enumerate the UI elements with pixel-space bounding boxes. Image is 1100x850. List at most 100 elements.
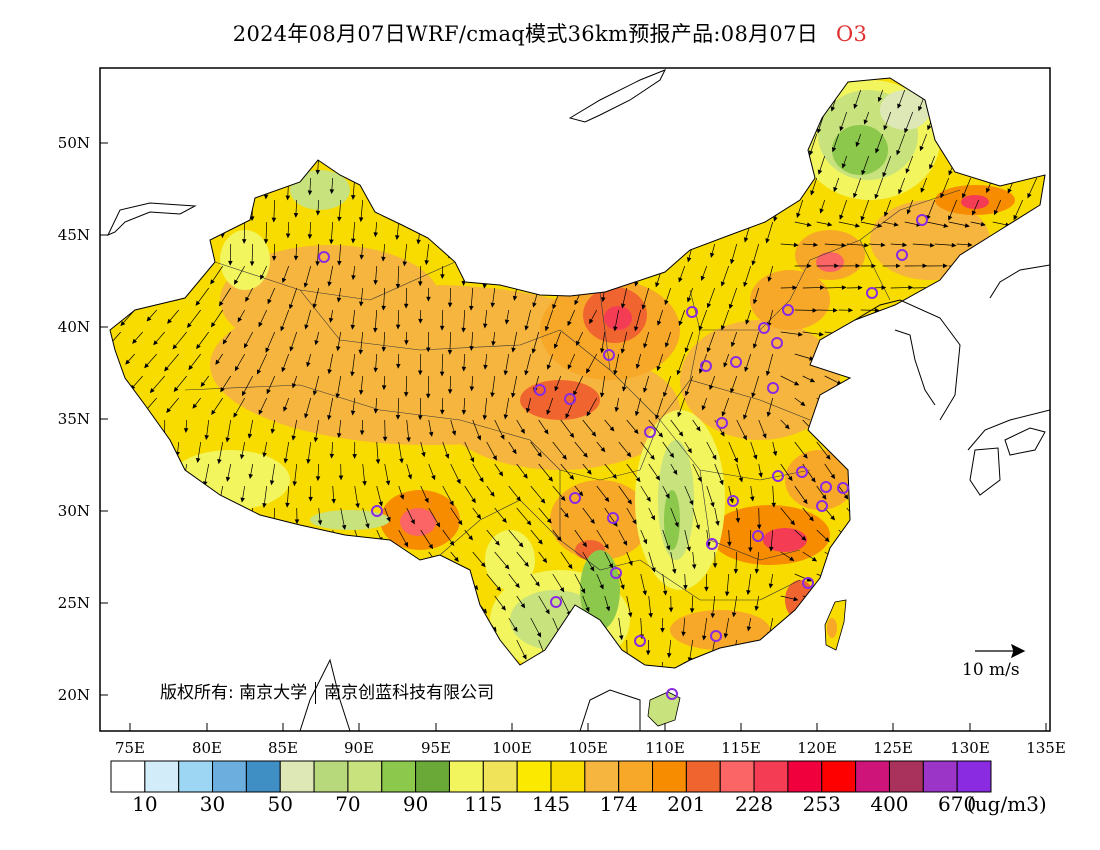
wind-arrow-head [560, 495, 566, 502]
city-marker [820, 481, 832, 493]
wind-arrow-head [746, 626, 752, 632]
city-marker [634, 635, 646, 647]
wind-arrow-head [632, 519, 637, 525]
wind-arrow-head [306, 458, 311, 464]
wind-arrow-head [600, 447, 606, 453]
wind-arrow-head [599, 348, 605, 354]
wind-arrow-head [245, 296, 250, 302]
wind-arrow-head [839, 126, 844, 132]
wind-arrow-head [564, 512, 569, 518]
wind-reference-label: 10 m/s [962, 660, 1020, 680]
wind-arrow-head [733, 457, 738, 463]
wind-arrow-head [373, 280, 378, 286]
wind-arrow-head [793, 596, 799, 602]
wind-arrow-head [350, 371, 355, 377]
city-marker [569, 492, 581, 504]
wind-arrow-head [285, 502, 290, 508]
wind-arrow-head [410, 519, 415, 525]
city-marker [758, 322, 770, 334]
wind-arrow-head [582, 541, 587, 548]
legend-tick-label: 174 [599, 792, 638, 816]
wind-arrow-head [396, 363, 401, 369]
wind-arrow-head [247, 433, 253, 439]
wind-arrow-head [494, 540, 500, 546]
wind-arrow-head [350, 410, 356, 416]
wind-arrow-head [665, 493, 670, 499]
city-marker [710, 630, 722, 642]
wind-arrow-head [730, 259, 735, 265]
wind-arrow-head [908, 285, 914, 290]
wind-arrow-head [516, 496, 521, 502]
wind-arrow-head [817, 169, 823, 175]
wind-arrow-head [518, 542, 524, 548]
city-marker [866, 287, 878, 299]
wind-arrow-head [674, 522, 679, 528]
wind-arrow-head [381, 385, 387, 391]
wind-arrow-head [816, 128, 822, 134]
wind-arrow-head [618, 635, 624, 641]
wind-arrow-head [426, 347, 431, 353]
wind-arrow-head [678, 320, 683, 326]
wind-arrow-head [567, 320, 572, 327]
wind-arrow-head [687, 448, 692, 454]
wind-arrow-head [461, 409, 467, 415]
wind-arrow-head [676, 370, 681, 376]
wind-arrow-head [942, 263, 948, 269]
wind-arrow-head [258, 321, 263, 328]
wind-arrow-head [635, 476, 641, 483]
wind-arrow-head [612, 473, 617, 479]
wind-arrow-head [536, 632, 542, 638]
wind-arrow-head [905, 168, 910, 174]
wind-arrow-head [857, 285, 863, 290]
wind-arrow-head [164, 366, 169, 372]
wind-arrow-head [825, 454, 831, 460]
copyright-notice: 版权所有: 南京大学 南京创蓝科技有限公司 [160, 678, 494, 704]
wind-arrow-head [355, 503, 360, 509]
title-pollutant: O3 [836, 22, 868, 46]
wind-arrow-head [567, 364, 572, 370]
lon-tick-label: 115E [721, 739, 761, 757]
legend-tick-label: 90 [402, 792, 429, 816]
wind-arrow-head [381, 305, 386, 311]
legend-swatch [685, 760, 721, 793]
wind-arrow-head [633, 428, 639, 435]
wind-arrow-head [738, 477, 744, 483]
wind-arrow-head [735, 517, 741, 523]
wind-arrow-head [1054, 520, 1058, 524]
wind-arrow-head [980, 221, 986, 227]
wind-arrow-head [662, 590, 668, 596]
copyright-divider [315, 682, 317, 704]
wind-arrow-head [469, 305, 474, 311]
wind-arrow-head [327, 281, 332, 287]
wind-arrow-head [482, 608, 488, 614]
wind-arrow-head [806, 577, 812, 582]
wind-arrow-head [608, 563, 613, 569]
chart-title: 2024年08月07日WRF/cmaq模式36km预报产品:08月07日 O3 [0, 18, 1100, 48]
legend-swatch [821, 760, 857, 793]
wind-arrow-head [425, 393, 431, 399]
legend-swatch [144, 760, 180, 793]
wind-arrow-head [830, 515, 836, 521]
city-marker [607, 512, 619, 524]
city-marker [666, 688, 678, 700]
legend-tick-label: 228 [734, 792, 774, 816]
wind-arrow-head [1052, 427, 1056, 431]
wind-arrow-head [503, 414, 509, 420]
wind-arrow-head [586, 411, 591, 417]
copyright-owner: 版权所有: 南京大学 [160, 683, 308, 703]
wind-arrow-head [241, 390, 247, 397]
wind-arrow-head [329, 239, 334, 245]
wind-arrow-head [186, 322, 192, 328]
wind-arrow-head [797, 332, 803, 337]
wind-arrow-head [501, 605, 506, 611]
wind-arrow-head [940, 193, 945, 199]
wind-arrow-head [655, 282, 660, 288]
wind-arrow-head [684, 347, 690, 353]
wind-arrow-head [715, 520, 720, 526]
wind-arrow-head [802, 498, 808, 505]
wind-arrow-head [719, 479, 724, 486]
wind-arrow-head [535, 581, 540, 587]
wind-arrow-head [800, 401, 806, 407]
wind-arrow-head [331, 498, 336, 504]
wind-arrow-head [531, 348, 537, 354]
